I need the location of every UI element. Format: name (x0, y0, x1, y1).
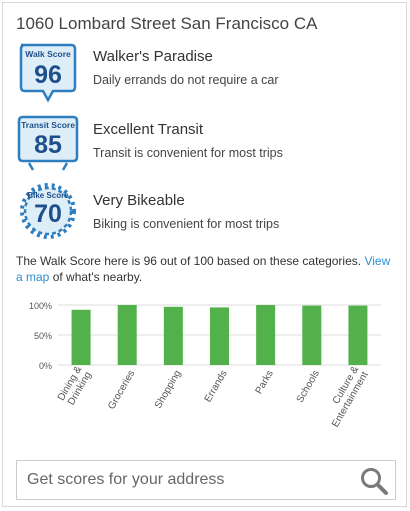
bar-groceries (117, 305, 137, 365)
bike-score-description: Biking is convenient for most trips (93, 217, 280, 231)
bike-score-value: 70 (34, 200, 62, 228)
x-tick-label: Dining &Drinking (56, 364, 94, 408)
y-tick-label: 100% (29, 301, 52, 311)
transit-score-description: Transit is convenient for most trips (93, 146, 283, 160)
walk-score-badge-label: Walk Score (25, 49, 71, 59)
bar-dining-drinking (71, 309, 91, 365)
bar-shopping (163, 306, 183, 365)
walk-score-value: 96 (34, 61, 62, 89)
bike-score-row: Bike Score 70 Very Bikeable Biking is co… (3, 180, 406, 240)
walk-score-title: Walker's Paradise (93, 48, 213, 65)
address-title: 1060 Lombard Street San Francisco CA (16, 14, 318, 33)
x-tick-label: Culture &Entertainment (321, 364, 371, 429)
bar-schools (302, 305, 322, 365)
walk-score-row: Walk Score 96 Walker's Paradise Daily er… (3, 43, 406, 103)
category-bar-chart: 100% 50% 0% Dining &Drinking Groceries Shoppi… (29, 301, 381, 429)
x-tick-label: Errands (203, 369, 230, 405)
bar-errands (210, 307, 229, 365)
summary-text-after: of what's nearby. (49, 270, 143, 284)
x-tick-label: Schools (295, 369, 322, 405)
walk-score-badge-icon: Walk Score 96 (19, 43, 77, 103)
bar-parks (256, 305, 276, 365)
x-tick-label: Groceries (106, 369, 137, 412)
transit-score-value: 85 (34, 131, 62, 159)
walk-score-summary: The Walk Score here is 96 out of 100 bas… (16, 253, 398, 285)
bike-score-badge-icon: Bike Score 70 (20, 183, 76, 239)
bike-score-title: Very Bikeable (93, 192, 185, 209)
y-tick-label: 50% (34, 331, 52, 341)
transit-score-badge-label: Transit Score (21, 120, 75, 130)
bar-culture-entertainment (348, 305, 368, 365)
bike-score-badge-label: Bike Score (27, 191, 69, 200)
transit-score-title: Excellent Transit (93, 121, 204, 138)
walk-score-description: Daily errands do not require a car (93, 73, 279, 87)
address-search-box (16, 460, 396, 500)
x-tick-label: Parks (254, 369, 276, 397)
view-map-link[interactable]: View a map (16, 254, 391, 284)
search-icon[interactable] (359, 466, 389, 496)
summary-text: The Walk Score here is 96 out of 100 bas… (16, 254, 365, 268)
transit-score-badge-icon: Transit Score 85 (17, 115, 79, 171)
y-tick-label: 0% (39, 361, 52, 371)
walk-score-widget: 1060 Lombard Street San Francisco CA Wal… (2, 2, 407, 507)
address-search-input[interactable] (17, 461, 347, 499)
transit-score-row: Transit Score 85 Excellent Transit Trans… (3, 113, 406, 173)
x-tick-label: Shopping (153, 369, 184, 411)
